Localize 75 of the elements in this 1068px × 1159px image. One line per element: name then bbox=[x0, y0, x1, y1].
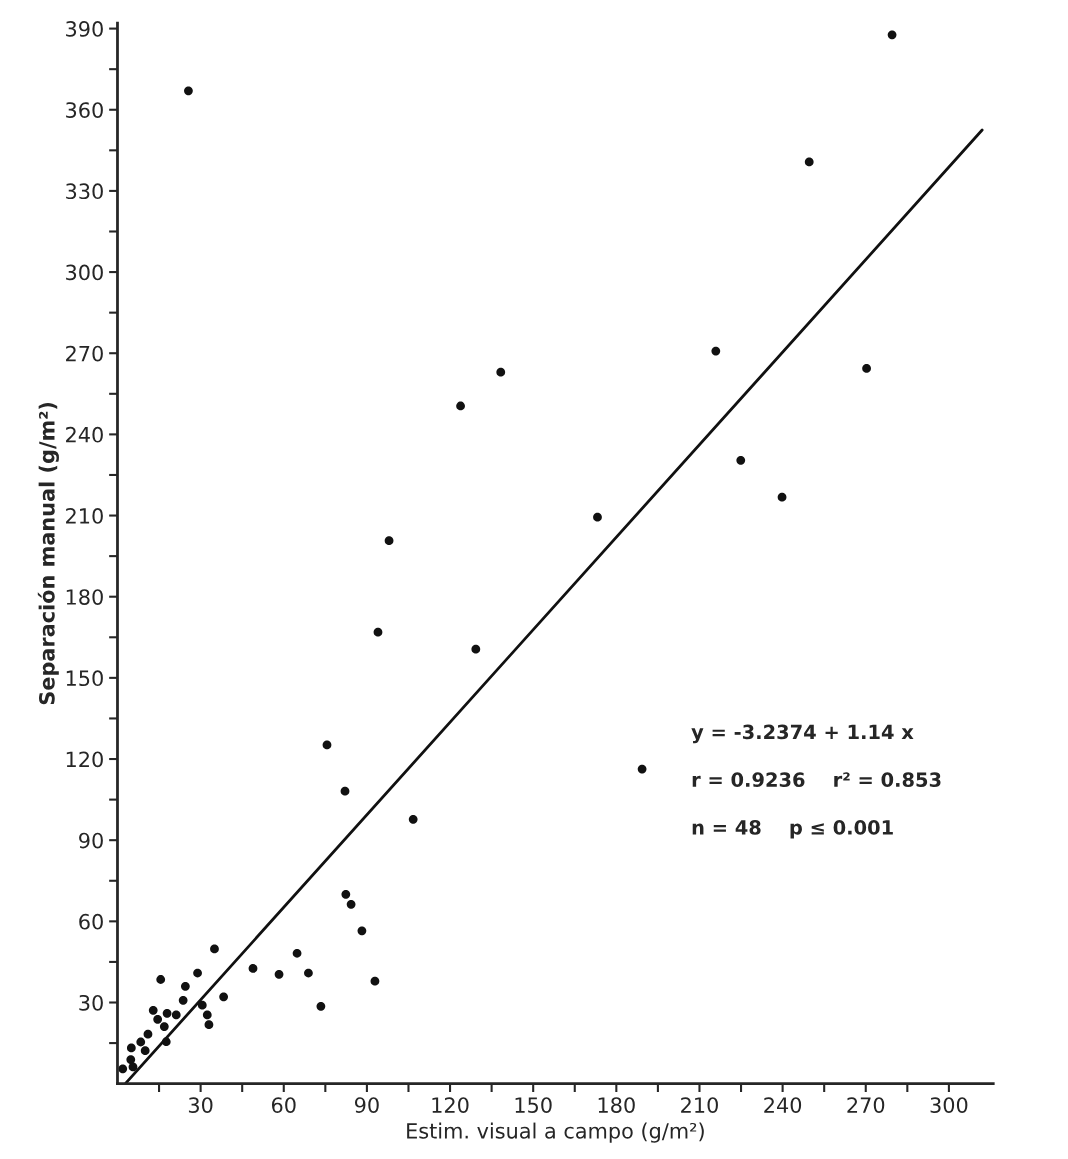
point bbox=[126, 1055, 136, 1064]
point bbox=[180, 981, 190, 991]
point bbox=[118, 1064, 128, 1074]
y-tick-label: 330 bbox=[66, 183, 103, 200]
x-tick-label: 180 bbox=[598, 1097, 635, 1113]
point bbox=[248, 964, 258, 973]
y-tick-label: 240 bbox=[66, 426, 103, 443]
point bbox=[148, 1005, 158, 1015]
y-tick-label: 60 bbox=[79, 913, 103, 930]
point bbox=[136, 1037, 146, 1047]
x-tick-label: 120 bbox=[432, 1097, 469, 1113]
y-tick-label: 180 bbox=[66, 589, 103, 605]
point bbox=[128, 1062, 138, 1072]
point bbox=[322, 740, 332, 750]
point bbox=[171, 1010, 181, 1020]
annotation: n = 48 p ≤ 0.001 bbox=[692, 820, 893, 839]
point bbox=[593, 512, 602, 522]
point bbox=[341, 889, 351, 899]
y-tick-label: 120 bbox=[66, 751, 103, 768]
point bbox=[804, 157, 814, 167]
point bbox=[777, 492, 787, 502]
point bbox=[496, 367, 506, 377]
x-tick-label: 30 bbox=[188, 1097, 213, 1113]
point bbox=[373, 627, 383, 637]
point bbox=[340, 786, 350, 796]
x-tick-label: 300 bbox=[930, 1097, 968, 1113]
x-tick-label: 90 bbox=[354, 1097, 379, 1113]
point bbox=[184, 86, 193, 96]
point bbox=[357, 926, 367, 936]
point bbox=[408, 814, 418, 824]
point bbox=[178, 995, 188, 1005]
point bbox=[384, 536, 394, 546]
point bbox=[197, 1000, 207, 1010]
point bbox=[204, 1020, 214, 1030]
y-tick-label: 90 bbox=[79, 832, 103, 849]
point bbox=[316, 1001, 326, 1011]
y-tick-label: 390 bbox=[66, 21, 103, 37]
y-tick-label: 360 bbox=[66, 102, 103, 118]
point bbox=[153, 1014, 163, 1024]
point bbox=[140, 1046, 150, 1056]
annotation: y = -3.2374 + 1.14 x bbox=[691, 724, 914, 744]
point bbox=[159, 1022, 169, 1031]
y-tick-label: 150 bbox=[66, 670, 103, 687]
x-axis-title: Estim. visual a campo (g/m²) bbox=[407, 1122, 704, 1143]
y-tick-label: 30 bbox=[79, 994, 103, 1011]
y-axis-title: Separación manual (g/m²) bbox=[37, 402, 59, 705]
point bbox=[471, 644, 481, 654]
point bbox=[346, 899, 356, 909]
point bbox=[736, 455, 746, 465]
y-tick-label: 300 bbox=[66, 264, 103, 281]
point bbox=[156, 975, 166, 984]
point bbox=[370, 976, 380, 986]
point bbox=[862, 363, 871, 373]
point bbox=[711, 346, 721, 356]
x-tick-label: 240 bbox=[764, 1097, 802, 1113]
x-tick-label: 150 bbox=[515, 1097, 552, 1113]
point bbox=[274, 969, 284, 979]
y-tick-label: 210 bbox=[66, 508, 103, 524]
point bbox=[143, 1029, 153, 1039]
point bbox=[456, 401, 465, 411]
point bbox=[637, 764, 647, 774]
point bbox=[887, 30, 897, 40]
point bbox=[126, 1043, 136, 1053]
point bbox=[193, 968, 202, 978]
y-tick-label: 270 bbox=[66, 345, 103, 362]
point bbox=[219, 992, 229, 1002]
point bbox=[210, 944, 219, 954]
x-tick-label: 270 bbox=[847, 1097, 885, 1113]
x-tick-label: 210 bbox=[681, 1097, 718, 1113]
x-tick-label: 60 bbox=[271, 1097, 296, 1113]
point bbox=[304, 968, 313, 978]
annotation: r = 0.9236 r² = 0.853 bbox=[692, 772, 941, 788]
point bbox=[202, 1010, 212, 1020]
point bbox=[292, 948, 302, 958]
point bbox=[162, 1008, 172, 1018]
